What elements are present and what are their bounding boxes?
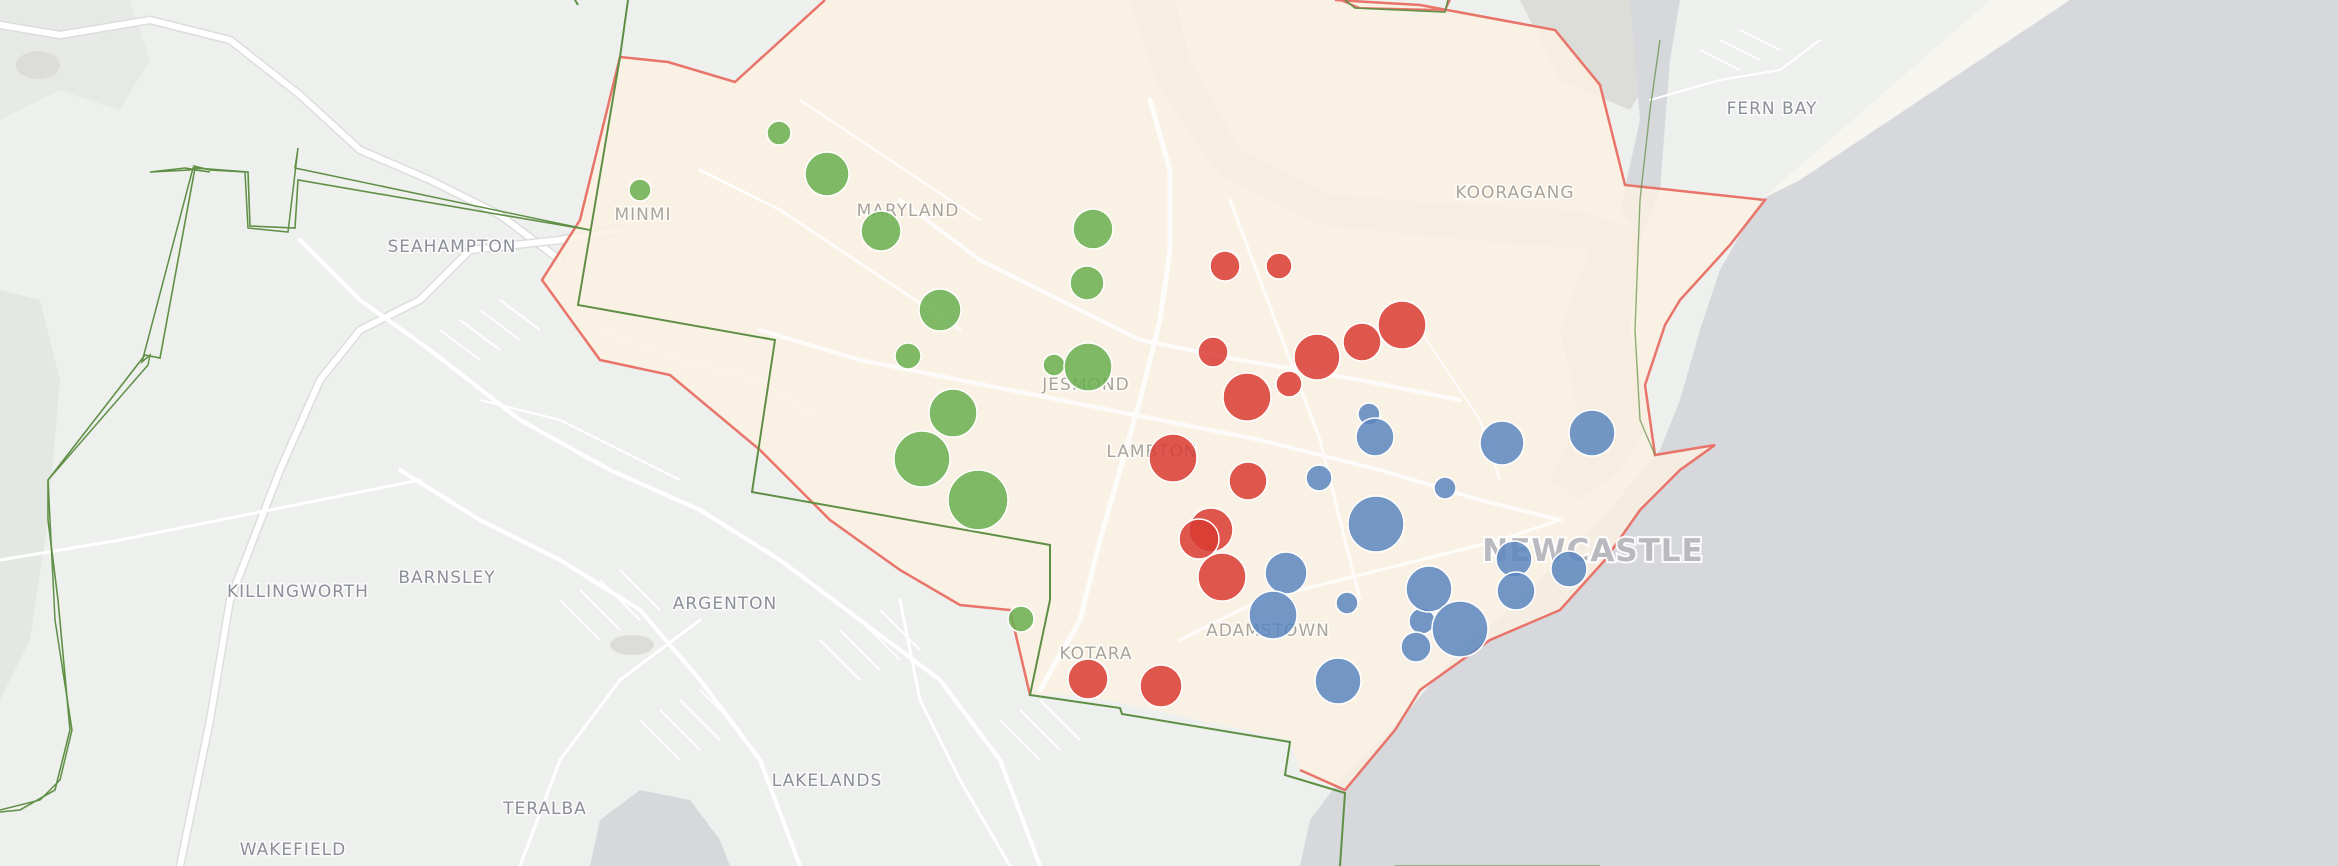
- harbour-channel: [1620, 0, 1680, 240]
- blue-marker[interactable]: [1550, 550, 1588, 588]
- red-marker[interactable]: [1342, 322, 1382, 362]
- beach: [1760, 0, 2070, 200]
- green-marker[interactable]: [804, 151, 850, 197]
- place-label-barnsley: BARNSLEY: [398, 568, 495, 588]
- green-marker[interactable]: [1063, 342, 1113, 392]
- blue-marker[interactable]: [1264, 551, 1308, 595]
- blue-marker[interactable]: [1568, 409, 1616, 457]
- blue-marker[interactable]: [1314, 657, 1362, 705]
- green-marker[interactable]: [928, 388, 978, 438]
- red-marker[interactable]: [1377, 300, 1427, 350]
- red-marker[interactable]: [1275, 370, 1303, 398]
- green-marker[interactable]: [1042, 353, 1066, 377]
- blue-marker[interactable]: [1405, 565, 1453, 613]
- place-label-kooragang: KOORAGANG: [1455, 183, 1574, 203]
- red-marker[interactable]: [1178, 518, 1220, 560]
- small-lake-2: [16, 51, 60, 79]
- red-marker[interactable]: [1197, 552, 1247, 602]
- blue-marker[interactable]: [1431, 600, 1489, 658]
- place-label-kotara: KOTARA: [1059, 644, 1132, 664]
- place-label-minmi: MINMI: [614, 205, 671, 225]
- outer-boundary-west: [0, 167, 591, 813]
- coastal-boundary: [1395, 39, 1661, 866]
- north-ward-line: [1344, 0, 1449, 13]
- place-label-teralba: TERALBA: [502, 799, 587, 819]
- green-marker[interactable]: [893, 430, 951, 488]
- place-label-seahampton: SEAHAMPTON: [388, 237, 517, 257]
- blue-marker[interactable]: [1496, 571, 1536, 611]
- red-marker[interactable]: [1197, 336, 1229, 368]
- blue-marker[interactable]: [1355, 417, 1395, 457]
- green-marker[interactable]: [947, 469, 1009, 531]
- red-marker[interactable]: [1139, 664, 1183, 708]
- green-marker[interactable]: [1007, 605, 1035, 633]
- green-marker[interactable]: [860, 210, 902, 252]
- red-marker[interactable]: [1228, 461, 1268, 501]
- blue-marker[interactable]: [1479, 420, 1525, 466]
- place-label-fern-bay: FERN BAY: [1727, 99, 1818, 119]
- green-marker[interactable]: [918, 288, 962, 332]
- red-marker[interactable]: [1209, 250, 1241, 282]
- red-marker[interactable]: [1067, 658, 1109, 700]
- blue-marker[interactable]: [1248, 590, 1298, 640]
- place-label-killingworth: KILLINGWORTH: [227, 582, 369, 602]
- road-network-outside: [0, 15, 1821, 866]
- blue-marker[interactable]: [1305, 464, 1333, 492]
- small-lake: [610, 635, 654, 655]
- blue-marker[interactable]: [1433, 476, 1457, 500]
- red-marker[interactable]: [1148, 433, 1198, 483]
- council-area: [542, 0, 1765, 790]
- marker-layer: [628, 120, 1616, 708]
- green-marker[interactable]: [628, 178, 652, 202]
- blue-marker[interactable]: [1335, 591, 1359, 615]
- green-marker[interactable]: [1072, 208, 1114, 250]
- lake-macquarie-edge: [590, 790, 730, 866]
- red-marker[interactable]: [1293, 333, 1341, 381]
- green-marker[interactable]: [1069, 265, 1105, 301]
- ocean: [1300, 0, 2338, 866]
- red-marker[interactable]: [1222, 372, 1272, 422]
- place-label-wakefield: WAKEFIELD: [240, 840, 347, 860]
- harbour-north: [1520, 0, 1660, 110]
- place-label-lakelands: LAKELANDS: [772, 771, 882, 791]
- place-label-argenton: ARGENTON: [673, 594, 778, 614]
- red-marker[interactable]: [1265, 252, 1293, 280]
- green-marker[interactable]: [894, 342, 922, 370]
- green-marker[interactable]: [766, 120, 792, 146]
- blue-marker[interactable]: [1400, 631, 1432, 663]
- urban-texture: [439, 29, 1781, 761]
- forest-area: [0, 290, 60, 700]
- ward-boundary: [574, 0, 1347, 866]
- blue-marker[interactable]: [1347, 495, 1405, 553]
